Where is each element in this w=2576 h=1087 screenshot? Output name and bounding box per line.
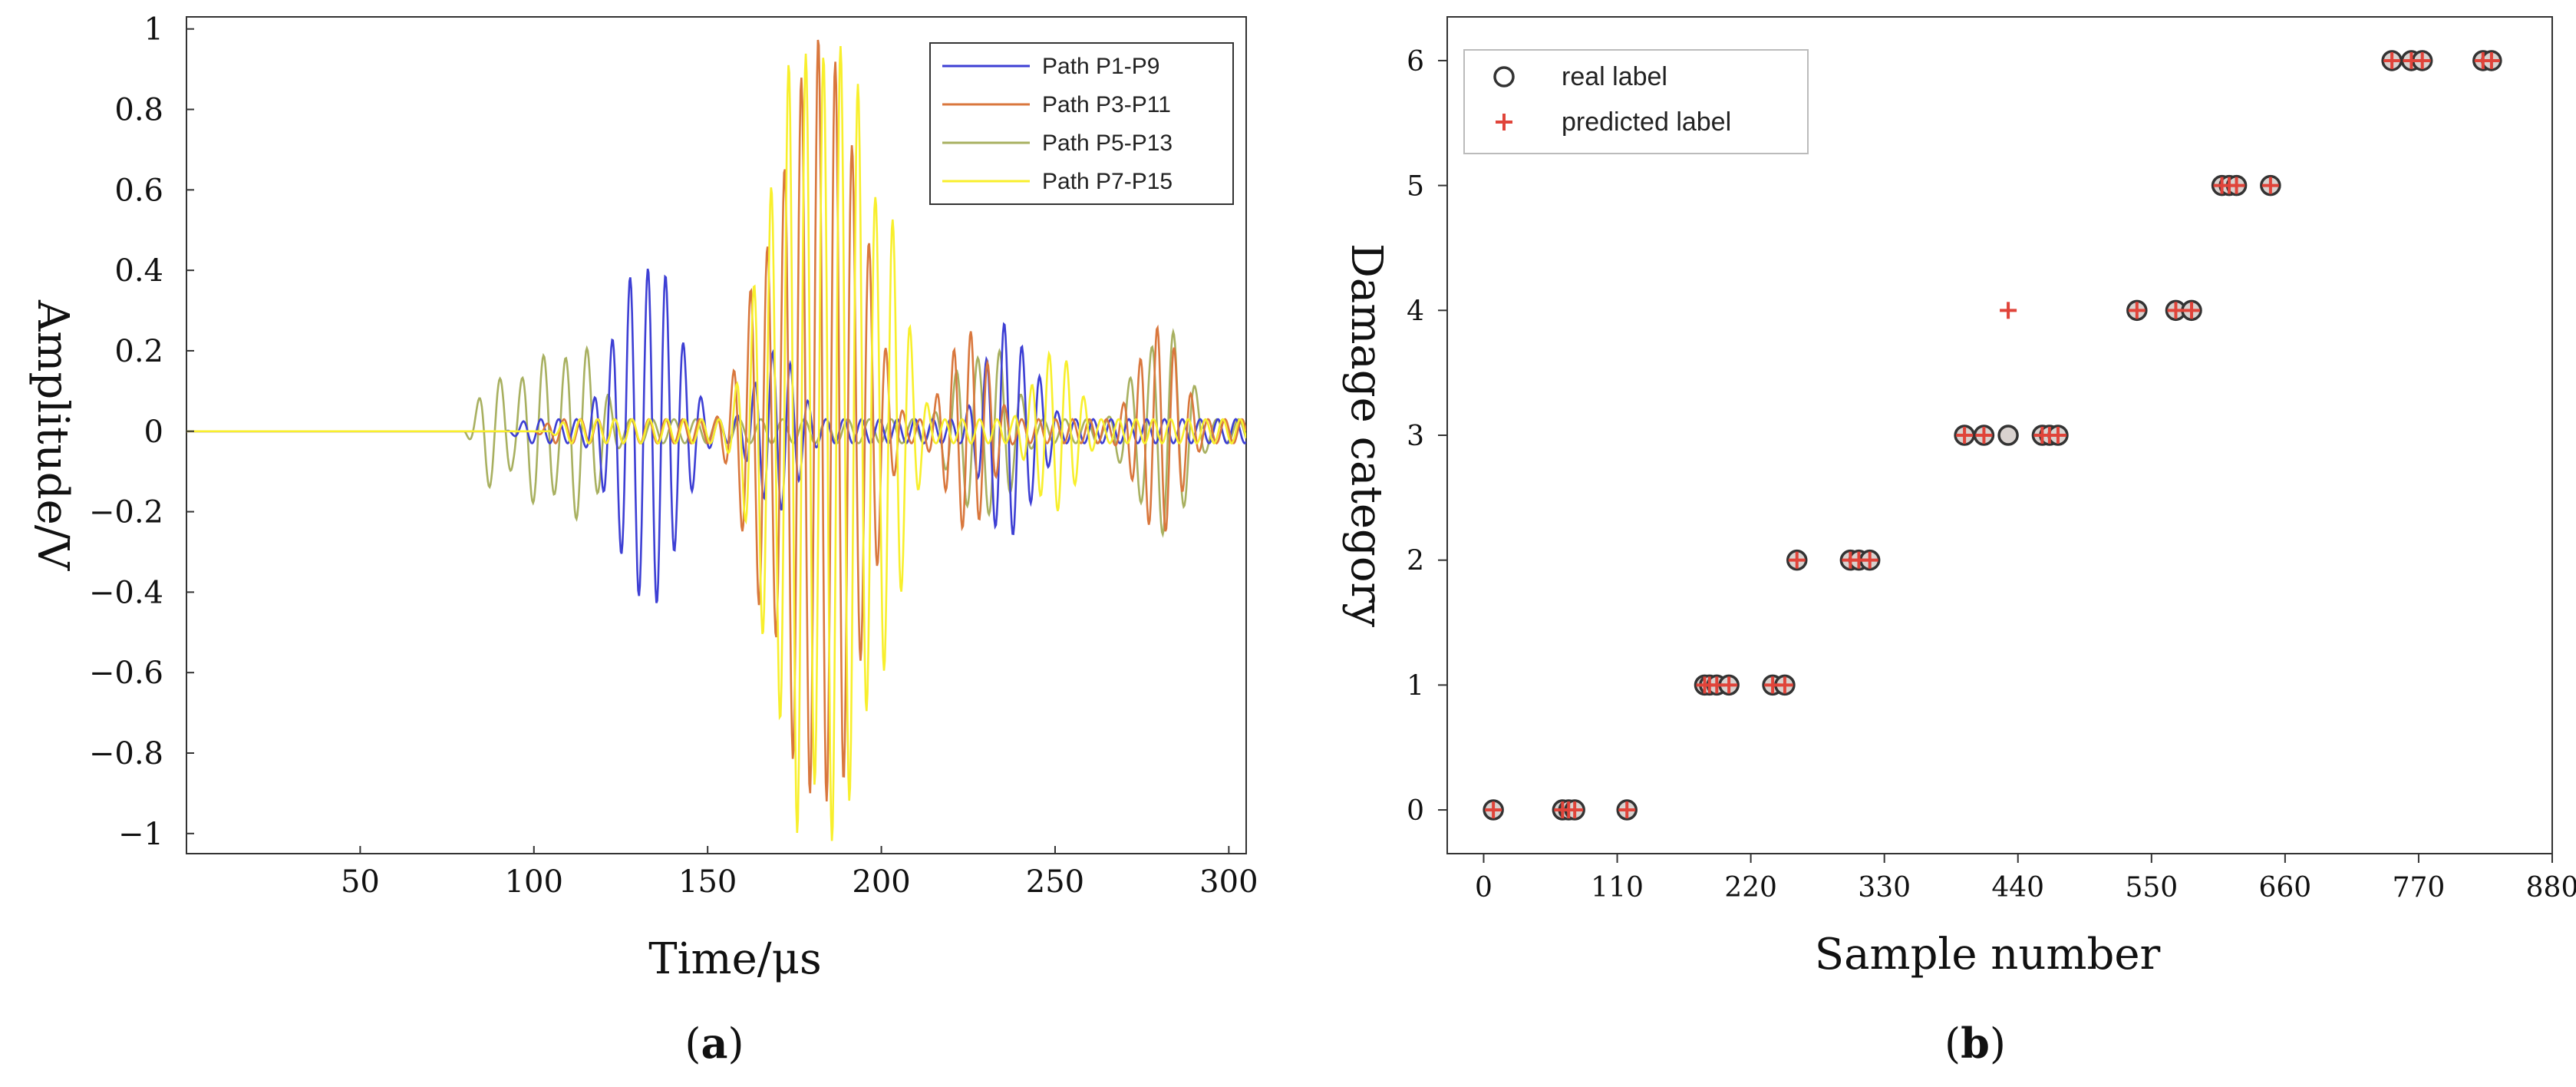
series-line-path-p5-p13 — [186, 328, 1246, 538]
x-tick-label-b: 550 — [2125, 872, 2178, 904]
x-tick-label-b: 220 — [1724, 872, 1777, 904]
x-axis-label-a: Time/μs — [648, 934, 822, 984]
y-tick-label-b: 6 — [1407, 46, 1424, 78]
y-tick-label-a: 0.4 — [114, 253, 163, 289]
y-tick-label-b: 4 — [1407, 296, 1424, 327]
x-axis-label-b: Sample number — [1815, 930, 2161, 980]
y-tick-label-a: 0 — [144, 415, 163, 450]
y-tick-label-a: −1 — [118, 817, 163, 852]
y-tick-label-a: −0.4 — [89, 575, 163, 610]
series-line-path-p1-p9 — [186, 268, 1246, 603]
y-ticks-a: 1 0.8 0.6 0.4 0.2 0 −0.2 −0.4 −0.6 −0.8 −1 — [89, 12, 194, 852]
legend-label-predicted-label: predicted label — [1562, 107, 1731, 137]
x-ticks-a: 50 100 150 200 250 300 — [341, 846, 1258, 900]
legend-box-b — [1463, 49, 1809, 154]
y-tick-label-a: 0.2 — [114, 334, 163, 369]
panel-a: 50 100 150 200 250 300 1 0.8 0.6 0.4 0.2 0 −0.2 −0.4… — [28, 12, 1258, 1068]
y-tick-label-a: −0.6 — [89, 656, 163, 691]
x-tick-label-a: 150 — [678, 864, 737, 900]
scatter-points-b — [1483, 50, 2502, 821]
x-tick-label-a: 200 — [852, 864, 910, 900]
y-tick-label-b: 3 — [1407, 421, 1424, 452]
series-line-path-p7-p15 — [186, 46, 1246, 841]
series-lines-a — [186, 39, 1246, 841]
legend-a: Path P1-P9 Path P3-P11 Path P5-P13 Path … — [929, 42, 1234, 205]
legend-b: real label predicted label — [1463, 49, 1809, 154]
legend-marker-predicted-label — [1496, 114, 1512, 131]
legend-label-p5-p13: Path P5-P13 — [1042, 131, 1173, 156]
legend-label-real-label: real label — [1562, 62, 1667, 91]
panel-b: 0 110 220 330 440 550 660 770 880 0 1 2 3 4 5 6 real l… — [1341, 16, 2576, 1068]
y-axis-label-a: Amplitude/V — [28, 299, 78, 572]
x-tick-label-b: 0 — [1475, 872, 1492, 904]
y-ticks-b: 0 1 2 3 4 5 6 — [1407, 46, 1447, 827]
x-tick-label-b: 440 — [1991, 872, 2044, 904]
panel-caption-b: (b) — [1944, 1019, 2006, 1068]
legend-marker-real-label — [1493, 66, 1515, 88]
y-tick-label-b: 5 — [1407, 171, 1424, 203]
x-tick-label-a: 300 — [1199, 864, 1258, 900]
y-tick-label-b: 2 — [1407, 546, 1424, 577]
legend-label-p3-p11: Path P3-P11 — [1042, 92, 1171, 117]
caption-close-paren-b: ) — [1990, 1019, 2006, 1068]
caption-open-paren-a: ( — [684, 1019, 701, 1068]
x-tick-label-b: 330 — [1858, 872, 1911, 904]
y-axis-label-b: Damage category — [1341, 243, 1391, 627]
caption-open-paren-b: ( — [1944, 1019, 1961, 1068]
caption-close-paren-a: ) — [728, 1019, 744, 1068]
x-tick-label-a: 50 — [341, 864, 380, 900]
y-tick-label-a: 1 — [144, 12, 163, 48]
x-ticks-b: 0 110 220 330 440 550 660 770 880 — [1475, 854, 2576, 904]
caption-letter-b: b — [1961, 1019, 1990, 1068]
caption-letter-a: a — [701, 1019, 728, 1068]
legend-label-p7-p15: Path P7-P15 — [1042, 169, 1173, 194]
x-tick-label-b: 880 — [2526, 872, 2576, 904]
y-tick-label-a: −0.8 — [89, 736, 163, 771]
legend-box-a — [929, 42, 1234, 205]
panel-caption-a: (a) — [684, 1019, 744, 1068]
real-label-point — [1997, 425, 2019, 446]
y-tick-label-b: 0 — [1407, 795, 1424, 827]
x-tick-label-b: 110 — [1591, 872, 1644, 904]
y-tick-label-b: 1 — [1407, 670, 1424, 702]
legend-label-p1-p9: Path P1-P9 — [1042, 54, 1159, 79]
y-tick-label-a: −0.2 — [89, 495, 163, 530]
x-tick-label-a: 100 — [505, 864, 563, 900]
x-tick-label-a: 250 — [1026, 864, 1084, 900]
y-tick-label-a: 0.8 — [114, 93, 163, 128]
x-tick-label-b: 770 — [2393, 872, 2446, 904]
x-tick-label-b: 660 — [2259, 872, 2312, 904]
y-tick-label-a: 0.6 — [114, 173, 163, 208]
